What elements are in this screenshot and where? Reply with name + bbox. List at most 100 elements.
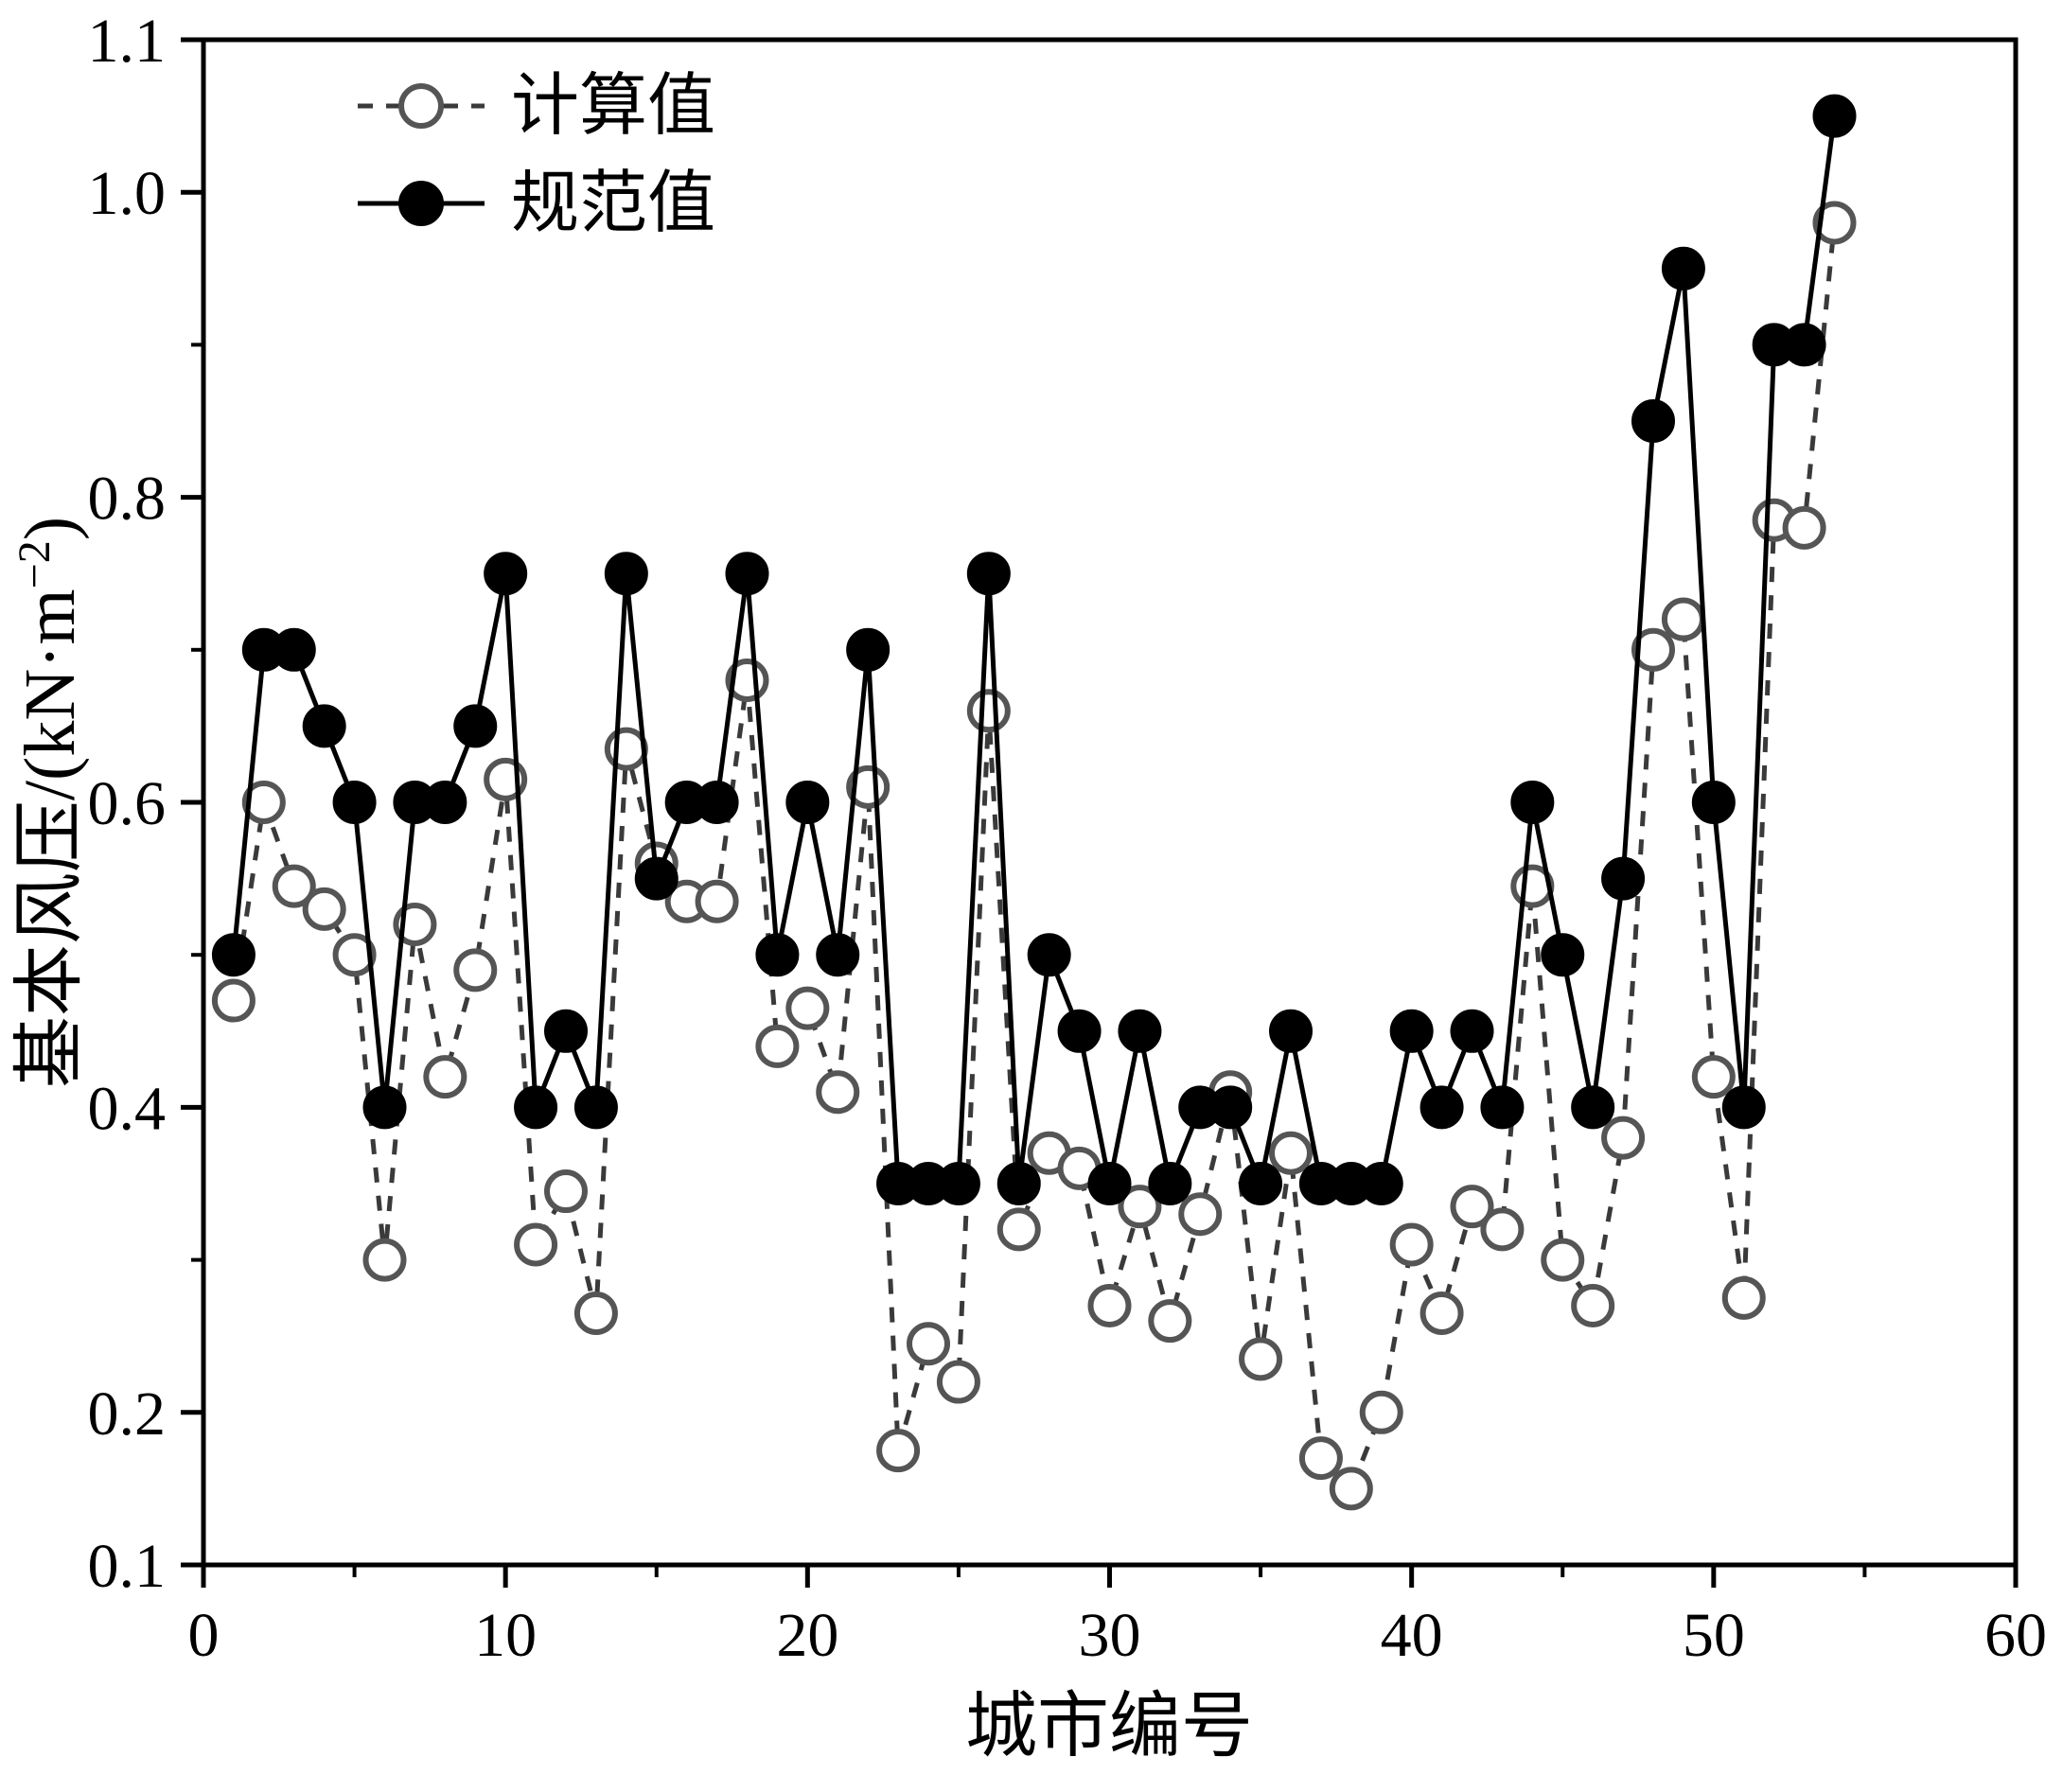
standard-data-point-marker [936, 1162, 980, 1205]
legend-open-circle-marker [398, 83, 444, 129]
standard-data-point-marker [1269, 1009, 1313, 1053]
y-tick-label: 0.2 [88, 1379, 167, 1449]
calculated-data-point-marker [423, 1055, 467, 1099]
standard-data-point-marker [1148, 1162, 1192, 1205]
standard-data-point-marker [514, 1085, 558, 1130]
calculated-data-point-marker [1691, 1055, 1736, 1099]
y-tick-label: 1.1 [88, 7, 167, 76]
y-axis-label: 基本风压/(kN·m−2) [9, 517, 90, 1088]
standard-data-point-marker [996, 1162, 1041, 1205]
calculated-data-point-marker [1721, 1275, 1766, 1320]
calculated-data-point-marker [966, 689, 1011, 733]
standard-data-point-marker [725, 552, 769, 596]
y-tick-label: 0.8 [88, 465, 167, 534]
calculated-data-point-marker [1782, 505, 1826, 550]
standard-data-point-marker [423, 781, 467, 824]
calculated-data-point-marker [604, 727, 648, 771]
calculated-data-point-marker [1480, 1207, 1525, 1252]
calculated-data-point-marker [1269, 1131, 1313, 1175]
calculated-data-point-marker [1631, 627, 1675, 672]
standard-data-point-marker [816, 933, 860, 977]
calculated-data-point-marker [544, 1169, 588, 1214]
calculated-data-point-marker [1148, 1299, 1192, 1344]
calculated-data-point-marker [936, 1360, 980, 1404]
standard-data-point-marker [1450, 1009, 1494, 1053]
standard-data-point-marker [1782, 323, 1826, 367]
calculated-data-point-marker [1419, 1291, 1464, 1336]
standard-data-point-marker [1389, 1009, 1434, 1053]
standard-data-point-marker [573, 1085, 618, 1130]
standard-data-point-marker [1510, 781, 1555, 824]
calculated-data-point-marker [1541, 1238, 1585, 1282]
legend-item-calculated: 计算值 [358, 68, 715, 144]
standard-data-point-marker [1571, 1085, 1615, 1130]
standard-data-point-marker [362, 1085, 407, 1130]
calculated-data-point-marker [1812, 201, 1857, 245]
standard-data-point-marker [1631, 399, 1675, 443]
standard-data-point-marker [755, 933, 800, 977]
standard-data-point-marker [1118, 1009, 1162, 1053]
standard-data-point-marker [1691, 781, 1736, 824]
legend-item-standard: 规范值 [358, 166, 715, 241]
standard-data-point-marker [1087, 1162, 1132, 1205]
calculated-data-point-marker [1087, 1283, 1132, 1327]
calculated-data-point-marker [1450, 1185, 1494, 1229]
x-axis-label: 城市编号 [965, 1687, 1253, 1766]
x-tick-label: 30 [1079, 1601, 1141, 1670]
standard-data-point-marker [846, 627, 890, 672]
calculated-data-point-marker [211, 978, 256, 1023]
standard-data-point-marker [604, 552, 648, 596]
calculated-data-point-marker [362, 1238, 407, 1282]
calculated-data-point-marker [695, 879, 739, 923]
standard-series-line [231, 115, 1837, 1192]
standard-data-point-marker [1239, 1162, 1283, 1205]
standard-data-point-marker [453, 704, 498, 748]
legend-label-calculated: 计算值 [511, 68, 715, 144]
legend: 计算值 规范值 [358, 68, 715, 241]
calculated-data-point-marker [1118, 1185, 1162, 1229]
y-tick-label: 1.0 [88, 159, 167, 228]
standard-data-point-marker [785, 781, 830, 824]
calculated-data-point-marker [1329, 1467, 1373, 1511]
x-tick-label: 0 [188, 1601, 220, 1670]
calculated-data-point-marker [1359, 1390, 1403, 1434]
calculated-data-point-marker [996, 1207, 1041, 1252]
x-tick-label: 40 [1381, 1601, 1443, 1670]
y-tick-label: 0.6 [88, 769, 167, 838]
x-tick-label: 20 [776, 1601, 838, 1670]
standard-data-point-marker [332, 781, 377, 824]
plot-frame [201, 37, 2019, 1568]
x-tick-label: 50 [1683, 1601, 1745, 1670]
calculated-data-point-marker [241, 781, 286, 824]
calculated-data-point-marker [332, 933, 377, 977]
y-tick-label: 0.1 [88, 1532, 167, 1601]
standard-data-point-marker [1208, 1085, 1253, 1130]
calculated-data-point-marker [453, 948, 498, 993]
calculated-data-point-marker [514, 1222, 558, 1267]
calculated-data-point-marker [1661, 597, 1705, 641]
calculated-data-point-marker [1298, 1436, 1343, 1481]
standard-data-point-marker [1027, 933, 1071, 977]
standard-data-point-marker [1057, 1009, 1102, 1053]
calculated-data-point-marker [755, 1024, 800, 1068]
x-tick-label: 60 [1984, 1601, 2047, 1670]
legend-filled-circle-marker [398, 181, 444, 226]
standard-data-point-marker [1721, 1085, 1766, 1130]
calculated-data-point-marker [876, 1429, 921, 1473]
chart-generated-content: 0 10 20 30 40 50 60 0.1 0.2 0.4 0.6 0.8 1.0 1.1 [88, 7, 2048, 1670]
standard-data-point-marker [211, 933, 256, 977]
standard-data-point-marker [1601, 856, 1646, 901]
calculated-data-point-marker [1601, 1116, 1646, 1160]
standard-data-point-marker [1419, 1085, 1464, 1130]
standard-data-point-marker [1812, 94, 1857, 138]
calculated-data-point-marker [907, 1322, 950, 1366]
standard-data-point-marker [484, 552, 528, 596]
calculated-data-point-marker [816, 1070, 860, 1115]
standard-data-point-marker [1661, 246, 1705, 290]
y-tick-label: 0.4 [88, 1074, 167, 1143]
standard-data-point-marker [272, 627, 316, 672]
standard-data-point-marker [695, 781, 739, 824]
standard-data-point-marker [634, 856, 679, 901]
